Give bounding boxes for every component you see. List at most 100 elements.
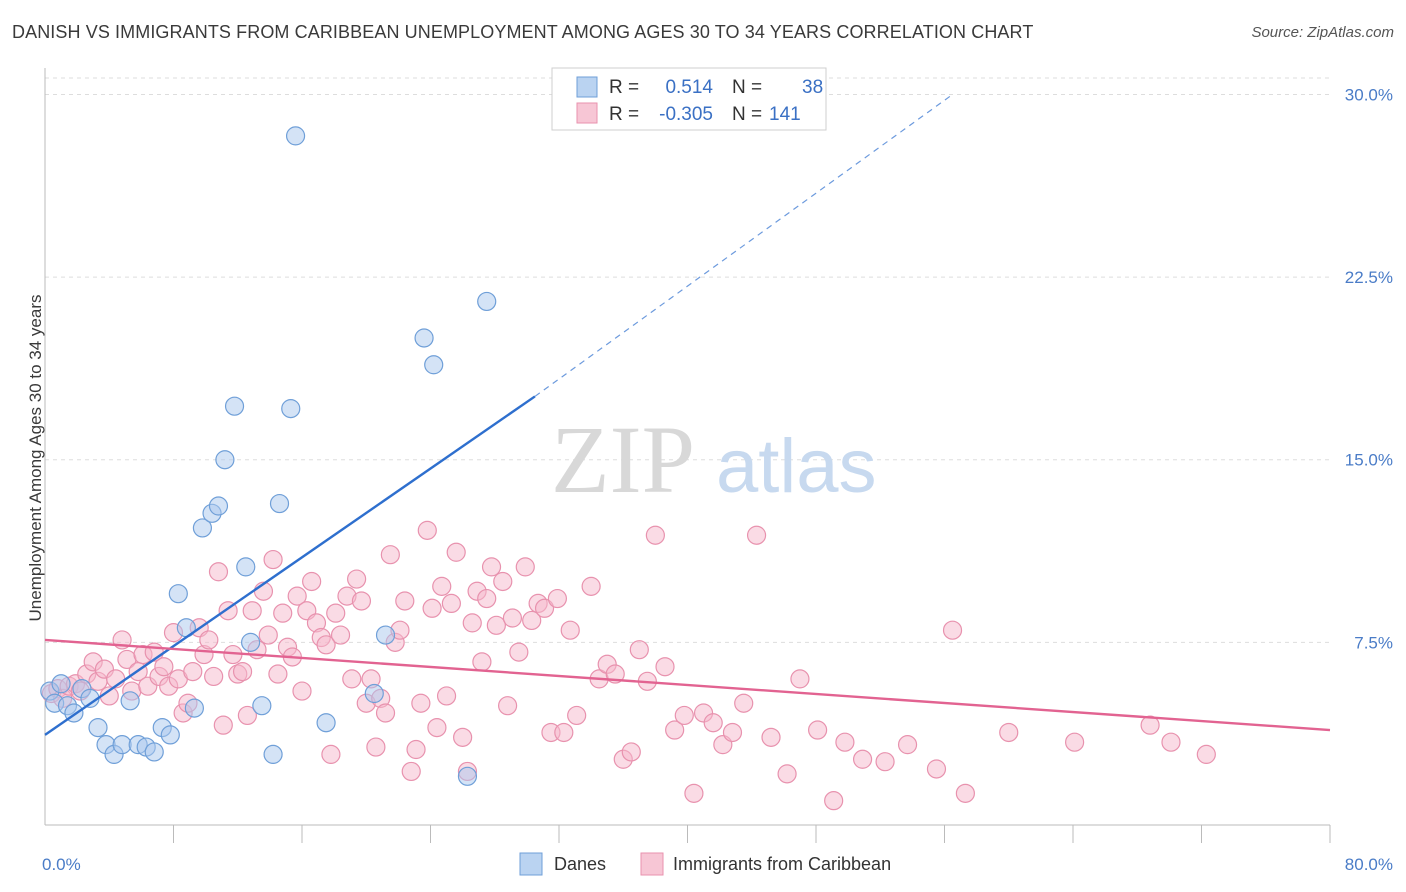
danes-point-17 — [168, 584, 188, 604]
caribbean-point-123 — [808, 720, 828, 740]
caribbean-n-value: 141 — [769, 104, 801, 125]
caribbean-point-74 — [422, 598, 442, 618]
caribbean-n-label: N = — [732, 104, 762, 125]
y-tick-label-0: 7.5% — [1354, 633, 1393, 652]
caribbean-point-88 — [493, 571, 513, 592]
caribbean-point-136 — [1196, 744, 1216, 764]
danes-point-28 — [263, 744, 283, 764]
danes-point-29 — [269, 493, 290, 514]
caribbean-point-60 — [351, 591, 372, 611]
caribbean-point-109 — [645, 525, 665, 545]
danes-point-25 — [236, 557, 256, 577]
danes-point-22 — [208, 496, 229, 516]
caribbean-point-122 — [790, 669, 810, 689]
stats-legend-box — [551, 67, 827, 131]
caribbean-point-95 — [534, 598, 555, 618]
x-tick-label-0: 0.0% — [42, 855, 81, 874]
danes-point-27 — [252, 696, 272, 716]
y-axis-label: Unemployment Among Ages 30 to 34 years — [26, 295, 45, 622]
caribbean-point-54 — [321, 744, 341, 764]
stats-legend: R = 0.514 N = 38 R = -0.305 N = 141 — [551, 67, 827, 131]
caribbean-point-41 — [258, 625, 278, 645]
legend-caribbean-label: Immigrants from Caribbean — [673, 854, 891, 874]
danes-point-24 — [224, 396, 245, 416]
caribbean-point-70 — [401, 761, 421, 782]
danes-point-33 — [364, 683, 384, 704]
caribbean-point-111 — [665, 720, 685, 740]
danes-point-37 — [457, 766, 478, 786]
legend-danes-label: Danes — [554, 854, 606, 874]
source-credit: Source: ZipAtlas.com — [1251, 24, 1394, 41]
caribbean-points — [41, 520, 1216, 811]
caribbean-point-90 — [502, 608, 523, 628]
caribbean-point-89 — [498, 696, 518, 716]
caribbean-point-77 — [436, 686, 457, 706]
danes-point-31 — [285, 126, 306, 146]
watermark-zip: ZIP — [551, 406, 695, 513]
caribbean-point-47 — [287, 586, 307, 606]
caribbean-point-98 — [554, 722, 574, 743]
caribbean-point-86 — [481, 557, 502, 577]
y-tick-label-3: 30.0% — [1345, 85, 1393, 104]
caribbean-point-132 — [999, 722, 1019, 743]
caribbean-r-value: -0.305 — [659, 104, 713, 125]
danes-n-label: N = — [732, 77, 762, 98]
caribbean-point-20 — [154, 657, 174, 677]
caribbean-point-121 — [777, 764, 797, 784]
caribbean-point-73 — [417, 520, 437, 540]
gridlines — [45, 77, 1330, 643]
caribbean-point-85 — [477, 588, 497, 609]
caribbean-point-135 — [1161, 732, 1181, 752]
caribbean-point-134 — [1140, 715, 1160, 735]
danes-point-10 — [112, 735, 132, 755]
caribbean-point-91 — [509, 642, 529, 662]
caribbean-point-113 — [684, 783, 704, 803]
caribbean-point-76 — [432, 576, 452, 596]
caribbean-point-31 — [208, 562, 229, 582]
danes-trend-line — [44, 395, 536, 736]
danes-point-30 — [281, 399, 301, 419]
caribbean-point-124 — [824, 791, 844, 811]
danes-swatch — [576, 76, 598, 98]
caribbean-point-56 — [330, 625, 351, 645]
danes-point-26 — [241, 632, 261, 652]
caribbean-point-107 — [629, 640, 649, 660]
danes-point-35 — [414, 328, 434, 348]
caribbean-point-55 — [326, 603, 346, 623]
chart-title: DANISH VS IMMIGRANTS FROM CARIBBEAN UNEM… — [12, 22, 1034, 42]
danes-point-16 — [160, 725, 180, 745]
legend-caribbean-swatch — [640, 852, 664, 876]
danes-point-7 — [88, 717, 108, 738]
caribbean-point-37 — [237, 705, 257, 726]
series-legend: Danes Immigrants from Caribbean — [519, 852, 891, 876]
danes-point-34 — [375, 625, 396, 645]
watermark-atlas: atlas — [716, 424, 877, 509]
caribbean-point-127 — [875, 752, 895, 772]
danes-point-14 — [144, 742, 164, 762]
caribbean-trend-line — [44, 638, 1331, 732]
caribbean-point-120 — [761, 727, 781, 747]
caribbean-point-75 — [427, 717, 447, 738]
caribbean-point-69 — [395, 591, 415, 611]
danes-r-value: 0.514 — [665, 77, 713, 98]
caribbean-point-59 — [347, 569, 367, 589]
caribbean-point-32 — [213, 715, 233, 735]
caribbean-point-131 — [955, 783, 975, 803]
danes-point-19 — [184, 698, 204, 718]
danes-point-23 — [215, 450, 235, 470]
caribbean-point-53 — [316, 635, 336, 655]
watermark: ZIP atlas — [551, 406, 877, 513]
caribbean-point-65 — [375, 703, 396, 723]
caribbean-point-66 — [380, 545, 400, 565]
caribbean-point-101 — [581, 576, 601, 596]
legend-danes-swatch — [519, 852, 543, 876]
caribbean-point-63 — [366, 737, 386, 757]
x-tick-label-1: 80.0% — [1345, 855, 1393, 874]
danes-points — [40, 126, 497, 786]
caribbean-point-99 — [560, 620, 580, 640]
caribbean-point-30 — [204, 666, 224, 687]
danes-point-32 — [316, 713, 336, 733]
caribbean-point-119 — [746, 525, 767, 545]
caribbean-point-118 — [734, 693, 754, 713]
caribbean-point-42 — [263, 549, 283, 570]
